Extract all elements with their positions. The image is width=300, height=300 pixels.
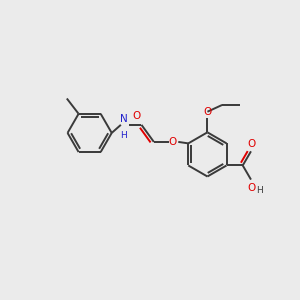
Text: O: O: [248, 182, 256, 193]
Text: O: O: [248, 139, 256, 149]
Text: O: O: [203, 107, 211, 117]
Text: H: H: [120, 131, 127, 140]
Text: N: N: [120, 114, 128, 124]
Text: H: H: [256, 186, 263, 195]
Text: O: O: [169, 137, 177, 147]
Text: O: O: [132, 111, 140, 121]
